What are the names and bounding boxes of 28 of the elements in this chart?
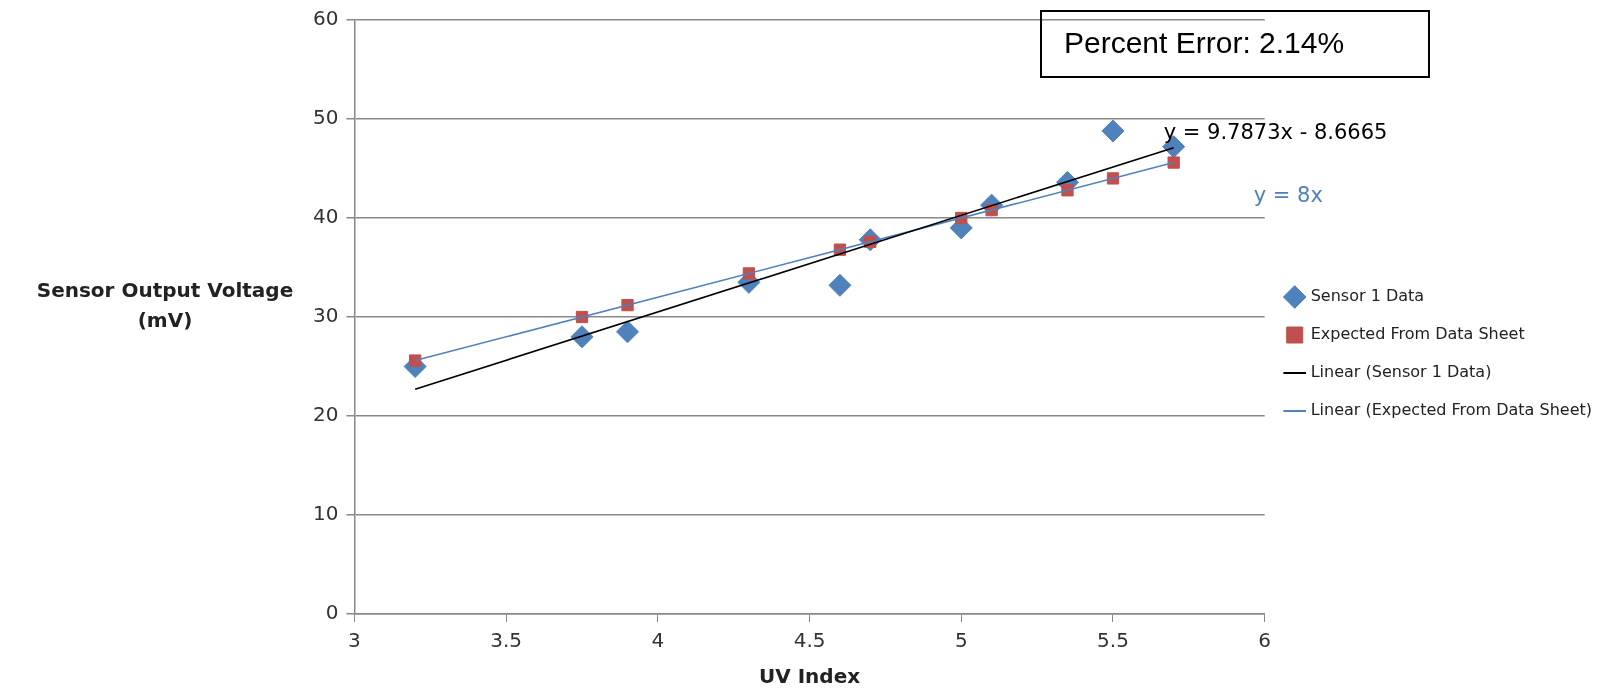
y-axis-title: Sensor Output Voltage (mV)	[35, 277, 295, 334]
x-tick-label: 5	[954, 628, 968, 653]
annotation: y = 8x	[1253, 183, 1323, 208]
x-tick-label: 3.5	[490, 628, 523, 653]
legend-label: Expected From Data Sheet	[1310, 324, 1525, 344]
x-axis-title: UV Index	[758, 664, 861, 689]
annotation: Percent Error: 2.14%	[1040, 10, 1430, 78]
y-tick-label: 10	[313, 501, 339, 526]
legend-label: Linear (Expected From Data Sheet)	[1310, 400, 1593, 420]
x-tick-label: 4.5	[793, 628, 826, 653]
x-tick-label: 5.5	[1097, 628, 1129, 653]
x-tick-label: 4	[651, 628, 665, 653]
y-tick-label: 40	[313, 204, 339, 229]
point	[828, 273, 852, 297]
annotation: y = 9.7873x - 8.6665	[1163, 120, 1388, 145]
point	[1101, 119, 1125, 143]
legend-label: Sensor 1 Data	[1310, 286, 1425, 306]
y-tick-label: 60	[313, 6, 339, 31]
y-tick-label: 30	[313, 303, 339, 328]
y-tick-label: 0	[325, 600, 339, 625]
y-tick-label: 50	[313, 105, 339, 130]
x-tick-label: 6	[1258, 628, 1272, 653]
legend-label: Linear (Sensor 1 Data)	[1310, 362, 1492, 382]
point	[616, 320, 640, 344]
point	[408, 354, 422, 367]
y-tick-label: 20	[313, 402, 339, 427]
x-tick-label: 3	[348, 628, 361, 653]
point	[1167, 156, 1180, 169]
